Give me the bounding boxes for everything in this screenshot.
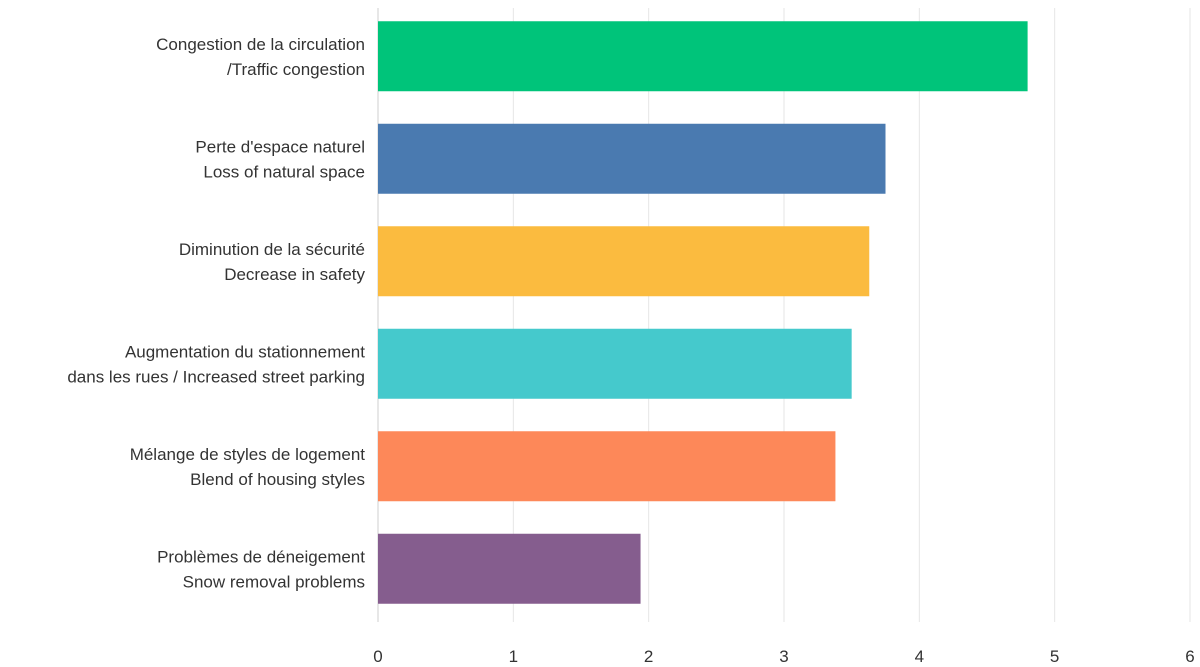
bar <box>378 328 852 399</box>
bars <box>378 21 1028 604</box>
category-labels: Congestion de la circulation/Traffic con… <box>67 35 365 592</box>
category-label: Perte d'espace naturel <box>195 137 365 156</box>
category-label: Blend of housing styles <box>190 470 365 489</box>
category-label: Congestion de la circulation <box>156 35 365 54</box>
bar <box>378 226 870 297</box>
x-tick-label: 1 <box>509 647 518 666</box>
category-label: Augmentation du stationnement <box>125 342 365 361</box>
x-tick-label: 3 <box>779 647 788 666</box>
category-label: Diminution de la sécurité <box>179 240 365 259</box>
bar <box>378 533 641 604</box>
x-axis-ticks: 0 1 2 3 4 5 6 <box>373 647 1194 666</box>
x-tick-label: 0 <box>373 647 382 666</box>
x-tick-label: 2 <box>644 647 653 666</box>
category-label: Mélange de styles de logement <box>130 445 366 464</box>
category-label: /Traffic congestion <box>227 60 365 79</box>
bar <box>378 21 1028 92</box>
bar <box>378 123 886 194</box>
x-tick-label: 4 <box>915 647 924 666</box>
gridlines <box>377 8 1191 622</box>
category-label: Problèmes de déneigement <box>157 547 365 566</box>
category-label: dans les rues / Increased street parking <box>67 367 365 386</box>
x-tick-label: 5 <box>1050 647 1059 666</box>
category-label: Loss of natural space <box>203 162 365 181</box>
category-label: Decrease in safety <box>224 265 365 284</box>
bar <box>378 431 836 502</box>
category-label: Snow removal problems <box>183 572 365 591</box>
x-tick-label: 6 <box>1185 647 1194 666</box>
